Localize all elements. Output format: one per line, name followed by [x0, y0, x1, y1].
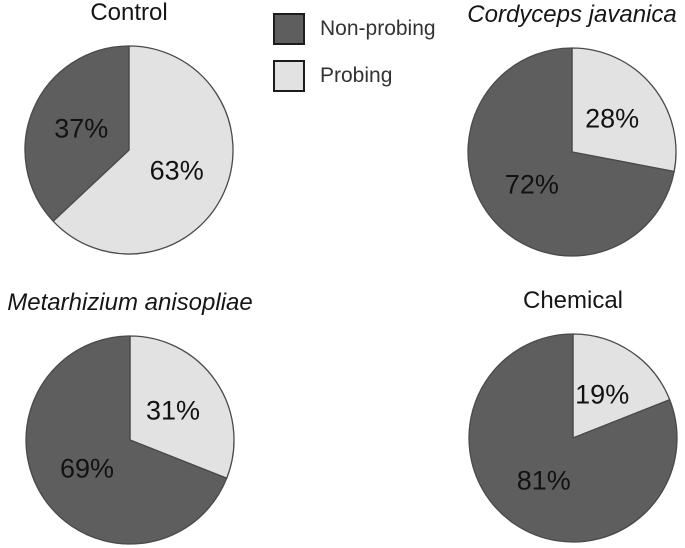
slice-label-metarhizium-probing: 31% [145, 395, 201, 426]
pie-slice-probing [129, 335, 235, 479]
pie-title-cordyceps-javanica: Cordyceps javanica [467, 1, 677, 28]
pie-chart-cordyceps-javanica [467, 47, 677, 257]
legend-swatch-non-probing [273, 13, 305, 45]
pie-slice-probing [572, 333, 671, 439]
slice-label-cordyceps-probing: 28% [585, 103, 640, 134]
slice-label-chemical-non-probing: 81% [516, 465, 571, 496]
slice-label-metarhizium-non-probing: 69% [59, 453, 115, 484]
legend-item-non-probing: Non-probing [273, 13, 436, 45]
pie-slice-non-probing [25, 335, 228, 545]
pie-chart-metarhizium-anisopliae [25, 335, 235, 545]
pie-slice-non-probing [467, 47, 675, 257]
slice-label-control-non-probing: 37% [54, 113, 109, 144]
pie-slice-non-probing [468, 333, 678, 543]
pie-title-chemical: Chemical [522, 287, 624, 314]
legend-swatch-probing [273, 60, 305, 92]
slice-label-chemical-probing: 19% [575, 379, 630, 410]
legend-label-probing: Probing [320, 64, 393, 87]
legend-item-probing: Probing [273, 60, 436, 92]
pie-chart-control [24, 45, 234, 255]
pie-title-control: Control [90, 0, 168, 26]
pie-slice-probing [571, 47, 677, 173]
legend-label-non-probing: Non-probing [320, 17, 436, 40]
slice-label-cordyceps-non-probing: 72% [504, 169, 559, 200]
pie-title-metarhizium-anisopliae: Metarhizium anisopliae [7, 289, 253, 316]
legend: Non-probing Probing [273, 13, 436, 92]
pie-chart-chemical [468, 333, 678, 543]
pie-slice-non-probing [24, 45, 130, 222]
slice-label-control-probing: 63% [149, 155, 204, 186]
pie-slice-probing [52, 45, 234, 255]
